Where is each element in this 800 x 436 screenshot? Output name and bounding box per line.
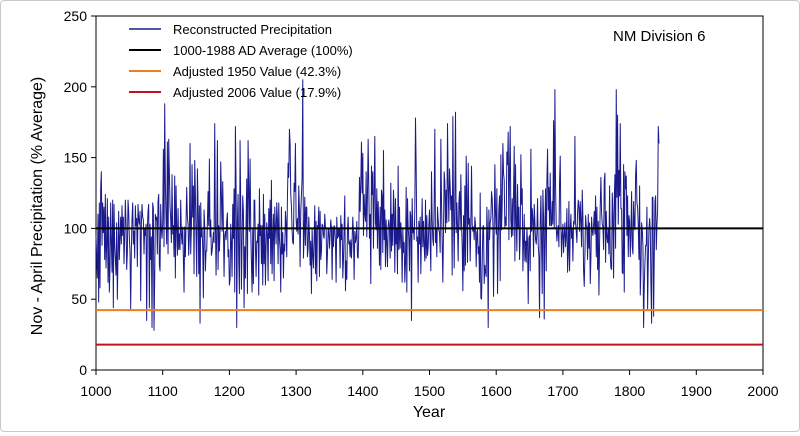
legend-label-1: 1000-1988 AD Average (100%) bbox=[173, 43, 353, 58]
x-tick-label: 1900 bbox=[681, 383, 712, 399]
legend-label-2: Adjusted 1950 Value (42.3%) bbox=[173, 64, 341, 79]
legend-label-0: Reconstructed Precipitation bbox=[173, 22, 332, 37]
x-tick-label: 1200 bbox=[214, 383, 245, 399]
y-tick-label: 150 bbox=[64, 150, 88, 166]
legend-label-3: Adjusted 2006 Value (17.9%) bbox=[173, 85, 341, 100]
axes: 0 50 100 150 200 250 1000 1100 1200 1300 1400 1500 1… bbox=[64, 8, 779, 399]
x-tick-label: 1100 bbox=[148, 383, 178, 399]
legend: Reconstructed Precipitation 1000-1988 AD … bbox=[129, 22, 353, 100]
x-tick-label: 1300 bbox=[281, 383, 312, 399]
x-tick-label: 1500 bbox=[414, 383, 445, 399]
y-tick-label: 50 bbox=[71, 291, 87, 307]
plot-area bbox=[95, 15, 764, 371]
x-tick-label: 1000 bbox=[80, 383, 111, 399]
y-axis-title: Nov - April Precipitation (% Average) bbox=[29, 77, 46, 335]
y-tick-label: 200 bbox=[64, 79, 88, 95]
x-axis-title: Year bbox=[413, 404, 446, 421]
x-tick-label: 2000 bbox=[747, 383, 778, 399]
y-tick-label: 0 bbox=[79, 362, 87, 378]
x-tick-label: 1700 bbox=[547, 383, 578, 399]
x-tick-label: 1400 bbox=[347, 383, 378, 399]
y-tick-label: 250 bbox=[64, 8, 88, 24]
y-tick-label: 100 bbox=[64, 220, 88, 236]
x-tick-label: 1600 bbox=[481, 383, 512, 399]
chart-annotation: NM Division 6 bbox=[613, 28, 706, 45]
series-line-reconstructed-precipitation bbox=[95, 79, 660, 331]
x-tick-label: 1800 bbox=[614, 383, 645, 399]
